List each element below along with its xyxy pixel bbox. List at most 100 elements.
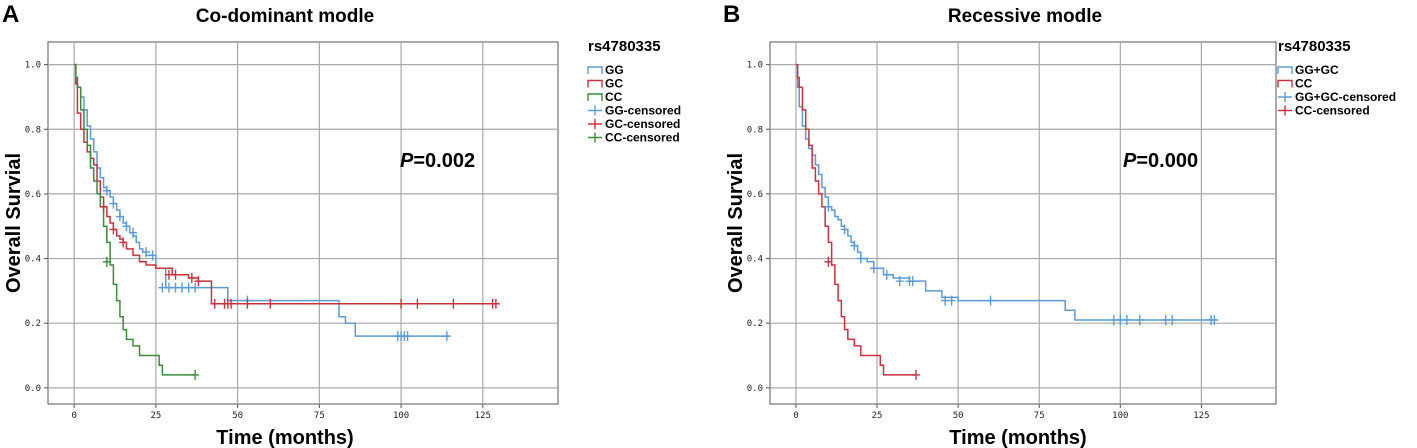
y-axis-label: Overall Survial [3, 153, 25, 293]
x-tick-label: 25 [150, 411, 161, 421]
censor-mark-gg-censored [403, 331, 412, 342]
censor-mark-gg-gc-censored [1168, 314, 1177, 325]
censor-mark-gg-censored [191, 282, 200, 293]
legend-label-gg-gc: GG+GC [1295, 63, 1339, 77]
legend-symbol-cc [587, 93, 603, 101]
legend-symbol-cc-censored [1278, 105, 1292, 116]
x-tick-label: 25 [872, 411, 883, 421]
censor-mark-cc-censored [191, 369, 200, 380]
censor-mark-gc-censored [99, 201, 108, 212]
censor-mark-gc-censored [227, 298, 236, 309]
censor-mark-gc-censored [413, 298, 422, 309]
y-tick-label: 0.8 [747, 125, 763, 135]
legend-symbol-gg [587, 66, 603, 74]
chart-panel-b: B Recessive modle 0.0 0.2 0.4 0.6 0.8 1.0 0 25 50 7… [723, 1, 1396, 448]
legend-label-gg: GG [605, 63, 624, 77]
x-tick-label: 125 [1193, 411, 1209, 421]
p-value-symbol: P [1123, 150, 1137, 172]
x-axis-label: Time (months) [216, 427, 353, 448]
legend-symbol-gg-censored [588, 105, 602, 116]
legend-symbol-cc [1277, 79, 1293, 88]
plot-frame [769, 41, 1277, 405]
censor-mark-gc-censored [187, 272, 196, 283]
y-tick-label: 0.8 [25, 125, 41, 135]
chart-panel-a: A Co-dominant modle 0.0 0.2 0.4 0.6 0.8 1.0 0 25 5… [2, 1, 681, 448]
legend-label-gg-gc-censored: GG+GC-censored [1295, 90, 1396, 104]
censor-mark-gg-gc-censored [908, 276, 917, 287]
censor-mark-gg-censored [148, 250, 157, 261]
legend: rs4780335 GGGCCCGG-censoredGC-censoredCC-… [587, 38, 681, 145]
censor-mark-gg-censored [129, 227, 137, 238]
censor-mark-cc-censored [911, 369, 920, 380]
panel-letter: B [723, 1, 740, 28]
censor-mark-gg-gc-censored [882, 269, 891, 280]
x-tick-label: 100 [1112, 411, 1128, 421]
p-value-annotation: P=0.002 [400, 150, 475, 172]
x-tick-label: 100 [393, 411, 409, 421]
legend-symbol-cc-censored [588, 132, 602, 143]
censor-mark-gg-gc-censored [1122, 314, 1131, 325]
legend-label-cc: CC [605, 90, 623, 104]
x-tick-label: 125 [475, 411, 491, 421]
p-value-symbol: P [400, 150, 414, 172]
x-tick-label: 50 [953, 411, 964, 421]
p-value-text: =0.000 [1136, 150, 1198, 172]
y-tick-label: 0.2 [25, 319, 41, 329]
y-tick-label: 0.6 [25, 190, 41, 200]
chart-title: Co-dominant modle [196, 6, 374, 27]
censor-mark-gg-censored [109, 198, 118, 209]
y-axis-label: Overall Survial [725, 153, 747, 293]
legend-symbol-gg-gc [1277, 66, 1293, 74]
censor-mark-gg-gc-censored [869, 263, 878, 274]
y-tick-label: 0.6 [747, 190, 763, 200]
censor-mark-gc-censored [119, 237, 128, 248]
x-axis-label: Time (months) [949, 427, 1086, 448]
censor-mark-gc-censored [449, 298, 458, 309]
legend-label-gg-censored: GG-censored [605, 104, 681, 118]
x-tick-label: 75 [314, 411, 325, 421]
censor-mark-gg-censored [102, 185, 111, 196]
y-tick-label: 0.0 [747, 384, 763, 394]
censor-mark-gg-gc-censored [895, 276, 904, 287]
legend-title: rs4780335 [588, 38, 661, 55]
censor-mark-gc-censored [109, 224, 118, 235]
legend-symbol-gc-censored [588, 119, 602, 129]
censor-mark-gg-gc-censored [947, 295, 956, 306]
legend: rs4780335 GG+GCCCGG+GC-censoredCC-censore… [1277, 38, 1396, 118]
censor-mark-gc-censored [194, 276, 203, 287]
censor-mark-gc-censored [210, 298, 219, 309]
censor-mark-gc-censored [243, 298, 252, 309]
legend-label-gc-censored: GC-censored [605, 117, 680, 131]
censor-mark-gg-gc-censored [1210, 314, 1219, 325]
censor-mark-gc-censored [266, 298, 275, 309]
censor-mark-gg-gc-censored [850, 240, 859, 251]
censor-mark-gg-censored [142, 247, 151, 258]
censor-mark-gg-gc-censored [856, 253, 865, 264]
censor-mark-gg-gc-censored [824, 201, 833, 212]
x-tick-label: 0 [793, 411, 798, 421]
legend-symbol-gg-gc-censored [1278, 92, 1292, 102]
x-tick-label: 50 [232, 411, 243, 421]
y-tick-label: 1.0 [25, 61, 41, 71]
x-tick-label: 0 [71, 411, 76, 421]
y-tick-label: 0.2 [747, 319, 763, 329]
censor-mark-gc-censored [491, 298, 500, 309]
legend-label-cc-censored: CC-censored [605, 131, 680, 145]
censor-mark-gc-censored [397, 298, 406, 309]
censor-mark-gg-gc-censored [986, 295, 995, 306]
y-tick-label: 1.0 [747, 61, 763, 71]
censor-mark-gc-censored [171, 269, 180, 280]
chart-title: Recessive modle [948, 6, 1102, 27]
legend-title: rs4780335 [1278, 38, 1351, 55]
panel-letter: A [2, 1, 19, 28]
censor-mark-cc-censored [824, 256, 833, 267]
censor-mark-gg-censored [122, 221, 131, 232]
censor-mark-gg-gc-censored [840, 224, 849, 235]
survival-curve-cc [795, 63, 916, 376]
censor-mark-cc-censored [102, 256, 111, 267]
survival-curve-cc [74, 63, 196, 376]
x-tick-label: 75 [1034, 411, 1045, 421]
y-tick-label: 0.4 [25, 255, 41, 265]
censor-mark-gg-gc-censored [1135, 314, 1144, 325]
